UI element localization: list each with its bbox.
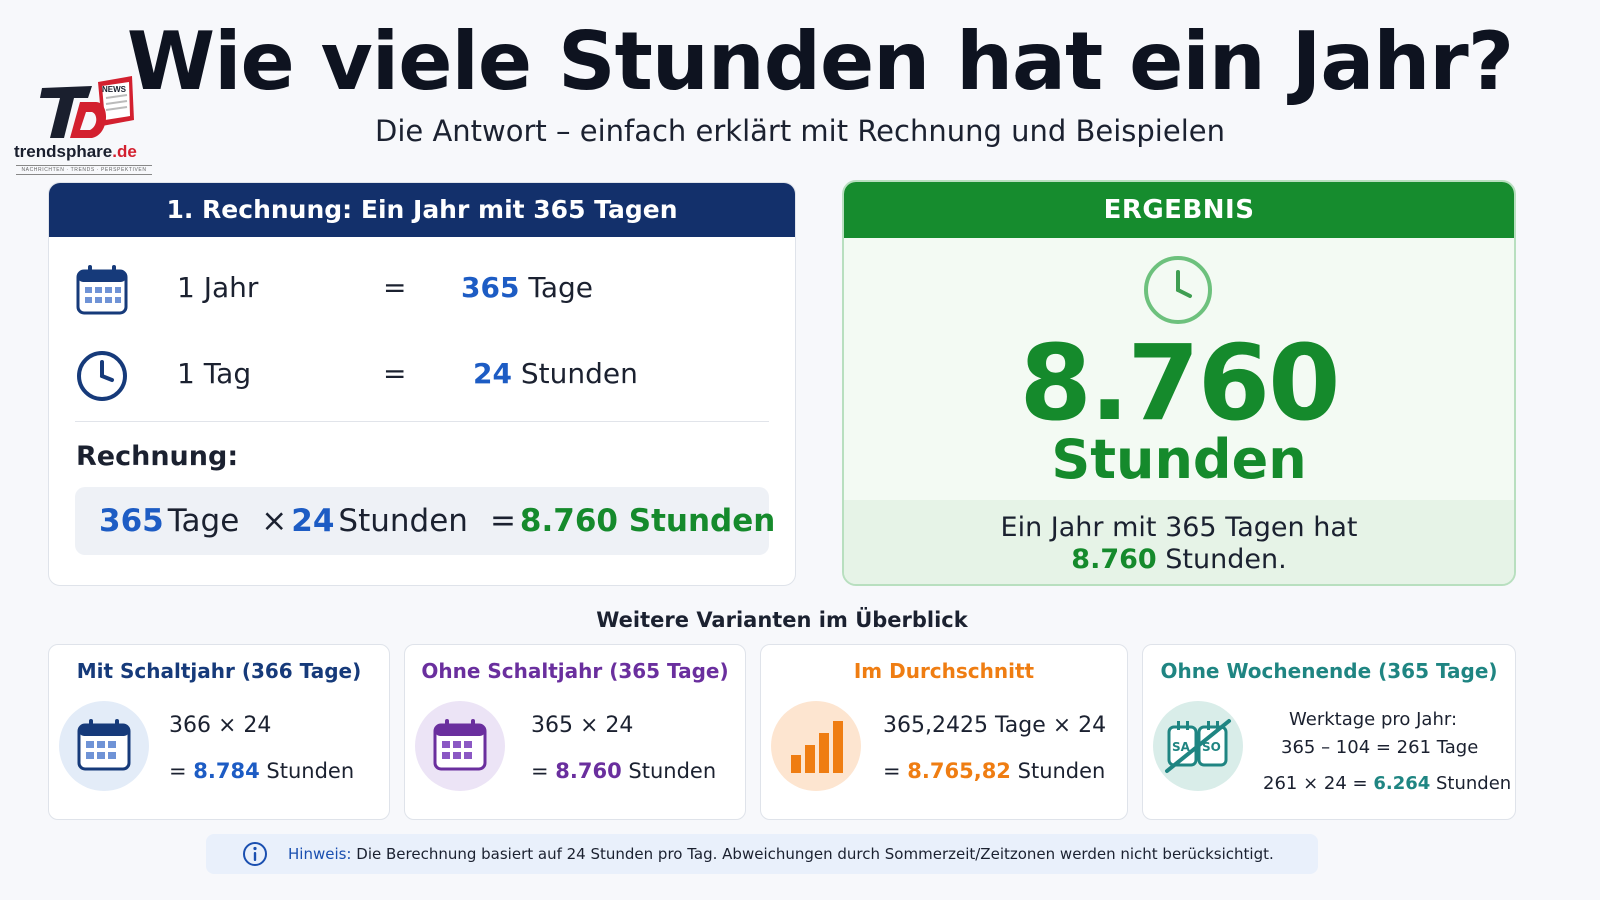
calendar-icon: [59, 701, 149, 791]
result-number: 8.760: [1019, 322, 1341, 444]
calc-row-day: 1 Tag = 24 Stunden: [49, 345, 795, 405]
variant-title: Im Durchschnitt: [853, 659, 1035, 683]
result-body: 8.760 Stunden: [844, 238, 1514, 500]
variant-result: 261 × 24 = 6.264 Stunden: [1263, 773, 1512, 794]
hint-bar: Hinweis: Die Berechnung basiert auf 24 S…: [206, 834, 1318, 874]
calendar-icon: [76, 265, 128, 315]
logo-icon: NEWS: [40, 76, 134, 138]
formula-box: 365 Tage × 24 Stunden = 8.760 Stunden: [75, 487, 775, 555]
hint-text: Hinweis: Die Berechnung basiert auf 24 S…: [288, 845, 1274, 863]
divider: [75, 421, 769, 422]
variant-card-no-weekend: Ohne Wochenende (365 Tage) SA SO Werktag…: [1142, 644, 1516, 820]
page-title: Wie viele Stunden hat ein Jahr?: [126, 15, 1514, 108]
variant-title: Mit Schaltjahr (366 Tage): [76, 659, 362, 683]
info-icon: [243, 842, 267, 866]
calc-row-equals: =: [383, 271, 407, 304]
variant-card-leap-year: Mit Schaltjahr (366 Tage) 366 × 24 = 8.7…: [48, 644, 390, 820]
calendar-icon: [415, 701, 505, 791]
variant-subtitle: Werktage pro Jahr:: [1289, 709, 1458, 730]
variant-result: = 8.784 Stunden: [169, 759, 355, 783]
clock-icon: [1144, 256, 1212, 324]
logo: NEWS trendsphare.de NACHRICHTEN · TRENDS…: [14, 76, 154, 176]
calc-row-value: 365 Tage: [461, 271, 593, 304]
calc-row-label: 1 Jahr: [177, 271, 259, 304]
weekend-badge-left: SA: [1172, 740, 1191, 754]
logo-name: trendsphare.de: [14, 142, 137, 161]
calculation-heading: 1. Rechnung: Ein Jahr mit 365 Tagen: [49, 183, 795, 237]
calc-row-year: 1 Jahr = 365 Tage: [49, 259, 795, 319]
variants-title: Weitere Varianten im Überblick: [596, 608, 968, 632]
variant-formula: 365 – 104 = 261 Tage: [1281, 737, 1479, 758]
variant-title: Ohne Wochenende (365 Tage): [1160, 659, 1498, 683]
weekend-badge-right: SO: [1202, 740, 1221, 754]
variant-card-no-leap-year: Ohne Schaltjahr (365 Tage) 365 × 24 = 8.…: [404, 644, 746, 820]
variant-result: = 8.765,82 Stunden: [883, 759, 1106, 783]
calculation-card: 1. Rechnung: Ein Jahr mit 365 Tagen 1 Ja…: [48, 182, 796, 586]
variant-title: Ohne Schaltjahr (365 Tage): [421, 659, 729, 683]
variant-formula: 366 × 24: [169, 713, 272, 738]
logo-tagline: NACHRICHTEN · TRENDS · PERSPEKTIVEN: [16, 165, 152, 175]
bar-chart-icon: [771, 701, 861, 791]
calc-row-equals: =: [383, 357, 407, 390]
result-card: ERGEBNIS 8.760 Stunden Ein Jahr mit 365 …: [842, 180, 1516, 586]
logo-badge: NEWS: [102, 85, 127, 94]
clock-icon: [77, 351, 127, 401]
formula-label: Rechnung:: [76, 441, 239, 472]
variant-formula: 365,2425 Tage × 24: [883, 713, 1107, 738]
weekend-crossed-icon: SA SO: [1153, 701, 1243, 791]
variant-card-average: Im Durchschnitt 365,2425 Tage × 24 = 8.7…: [760, 644, 1128, 820]
result-heading: ERGEBNIS: [844, 182, 1514, 238]
result-note: Ein Jahr mit 365 Tagen hat 8.760 Stunden…: [844, 500, 1514, 584]
page-subtitle: Die Antwort – einfach erklärt mit Rechnu…: [375, 114, 1225, 148]
calc-row-label: 1 Tag: [177, 357, 252, 390]
variant-result: = 8.760 Stunden: [531, 759, 717, 783]
result-unit: Stunden: [1051, 428, 1307, 491]
calc-row-value: 24 Stunden: [473, 357, 638, 390]
variant-formula: 365 × 24: [531, 713, 634, 738]
